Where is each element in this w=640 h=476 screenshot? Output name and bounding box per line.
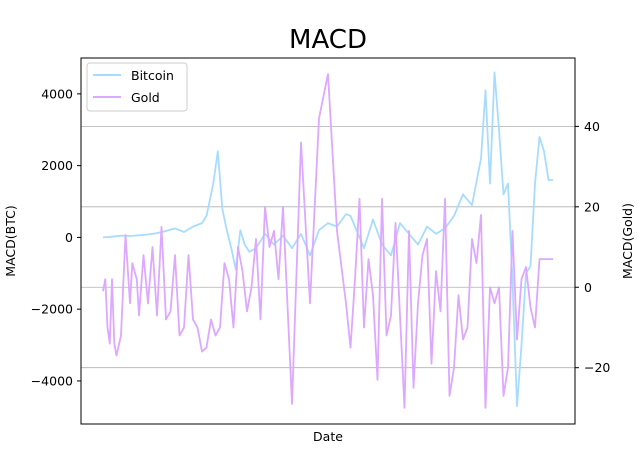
left-tick-label: −2000 <box>31 302 73 317</box>
legend: Bitcoin Gold <box>86 62 188 112</box>
right-tick-label: −20 <box>584 360 610 375</box>
series-line-bitcoin <box>102 71 553 408</box>
plot-frame <box>80 57 576 425</box>
left-tick-label: 4000 <box>41 86 73 101</box>
left-axis-ticks: −4000 −2000 0 2000 4000 <box>31 86 81 388</box>
left-tick-label: −4000 <box>31 373 73 388</box>
series-bitcoin <box>102 71 553 408</box>
right-tick-label: 20 <box>584 199 600 214</box>
left-tick-label: 0 <box>65 230 73 245</box>
right-tick-label: 40 <box>584 119 600 134</box>
x-axis-label: Date <box>313 429 343 444</box>
left-axis-label: MACD(BTC) <box>3 205 18 276</box>
right-axis-ticks: −20 0 20 40 <box>575 119 610 375</box>
series-gold <box>102 73 553 409</box>
right-tick-label: 0 <box>584 280 592 295</box>
left-tick-label: 2000 <box>41 158 73 173</box>
series-line-gold <box>102 73 553 409</box>
right-axis-label: MACD(Gold) <box>620 203 635 279</box>
legend-label-gold: Gold <box>131 90 160 105</box>
legend-label-bitcoin: Bitcoin <box>131 68 174 83</box>
chart-title: MACD <box>289 25 367 55</box>
